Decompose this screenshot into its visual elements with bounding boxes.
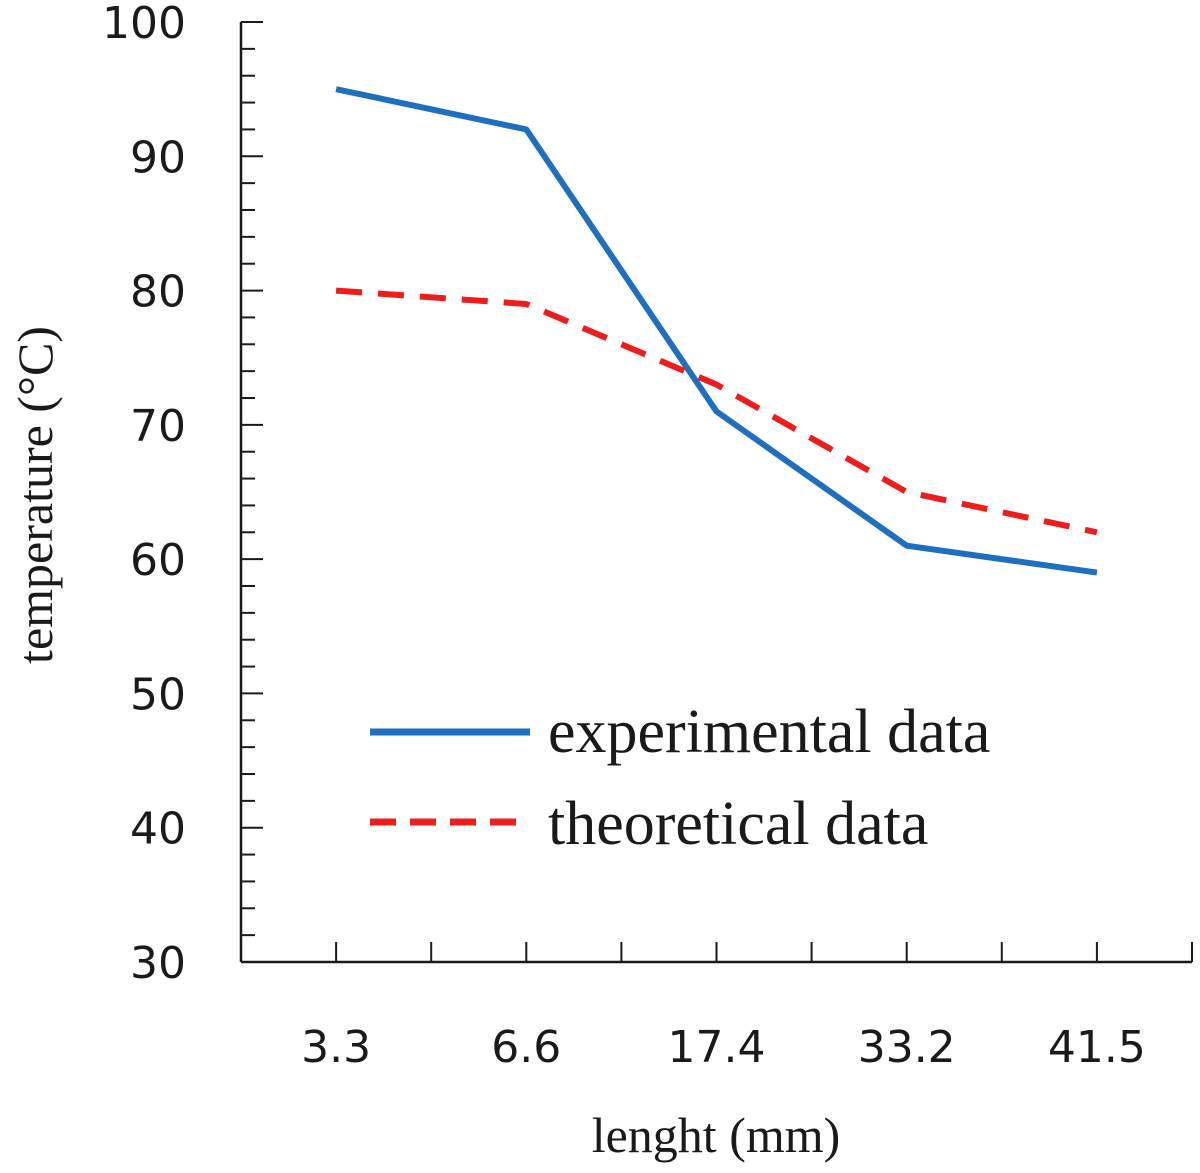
legend: experimental data theoretical data	[370, 698, 990, 858]
x-ticks: 3.3 6.6 17.4 33.2 41.5	[301, 942, 1193, 1073]
x-tick-label: 33.2	[858, 1022, 956, 1073]
y-tick-label: 70	[130, 401, 186, 452]
x-tick-label: 3.3	[301, 1022, 371, 1073]
y-tick-label: 30	[130, 938, 186, 989]
y-tick-label: 60	[130, 535, 186, 586]
y-tick-label: 90	[130, 132, 186, 183]
y-ticks: 30 40 50 60 70 80 90 100	[102, 0, 263, 989]
series-line-experimental	[335, 86, 1098, 576]
x-tick-label: 17.4	[668, 1022, 766, 1073]
legend-label-theoretical: theoretical data	[548, 790, 928, 858]
y-tick-label: 40	[130, 804, 186, 855]
y-tick-label: 50	[130, 669, 186, 720]
series-line-theoretical	[335, 287, 1098, 536]
y-tick-label: 80	[130, 267, 186, 318]
x-tick-label: 6.6	[491, 1022, 561, 1073]
x-axis-title: lenght (mm)	[592, 1107, 841, 1163]
x-tick-label: 41.5	[1048, 1022, 1146, 1073]
y-axis-title: temperature (°C)	[7, 326, 63, 664]
y-tick-label: 100	[102, 0, 186, 49]
legend-label-experimental: experimental data	[548, 698, 990, 766]
series-lines	[335, 86, 1098, 576]
